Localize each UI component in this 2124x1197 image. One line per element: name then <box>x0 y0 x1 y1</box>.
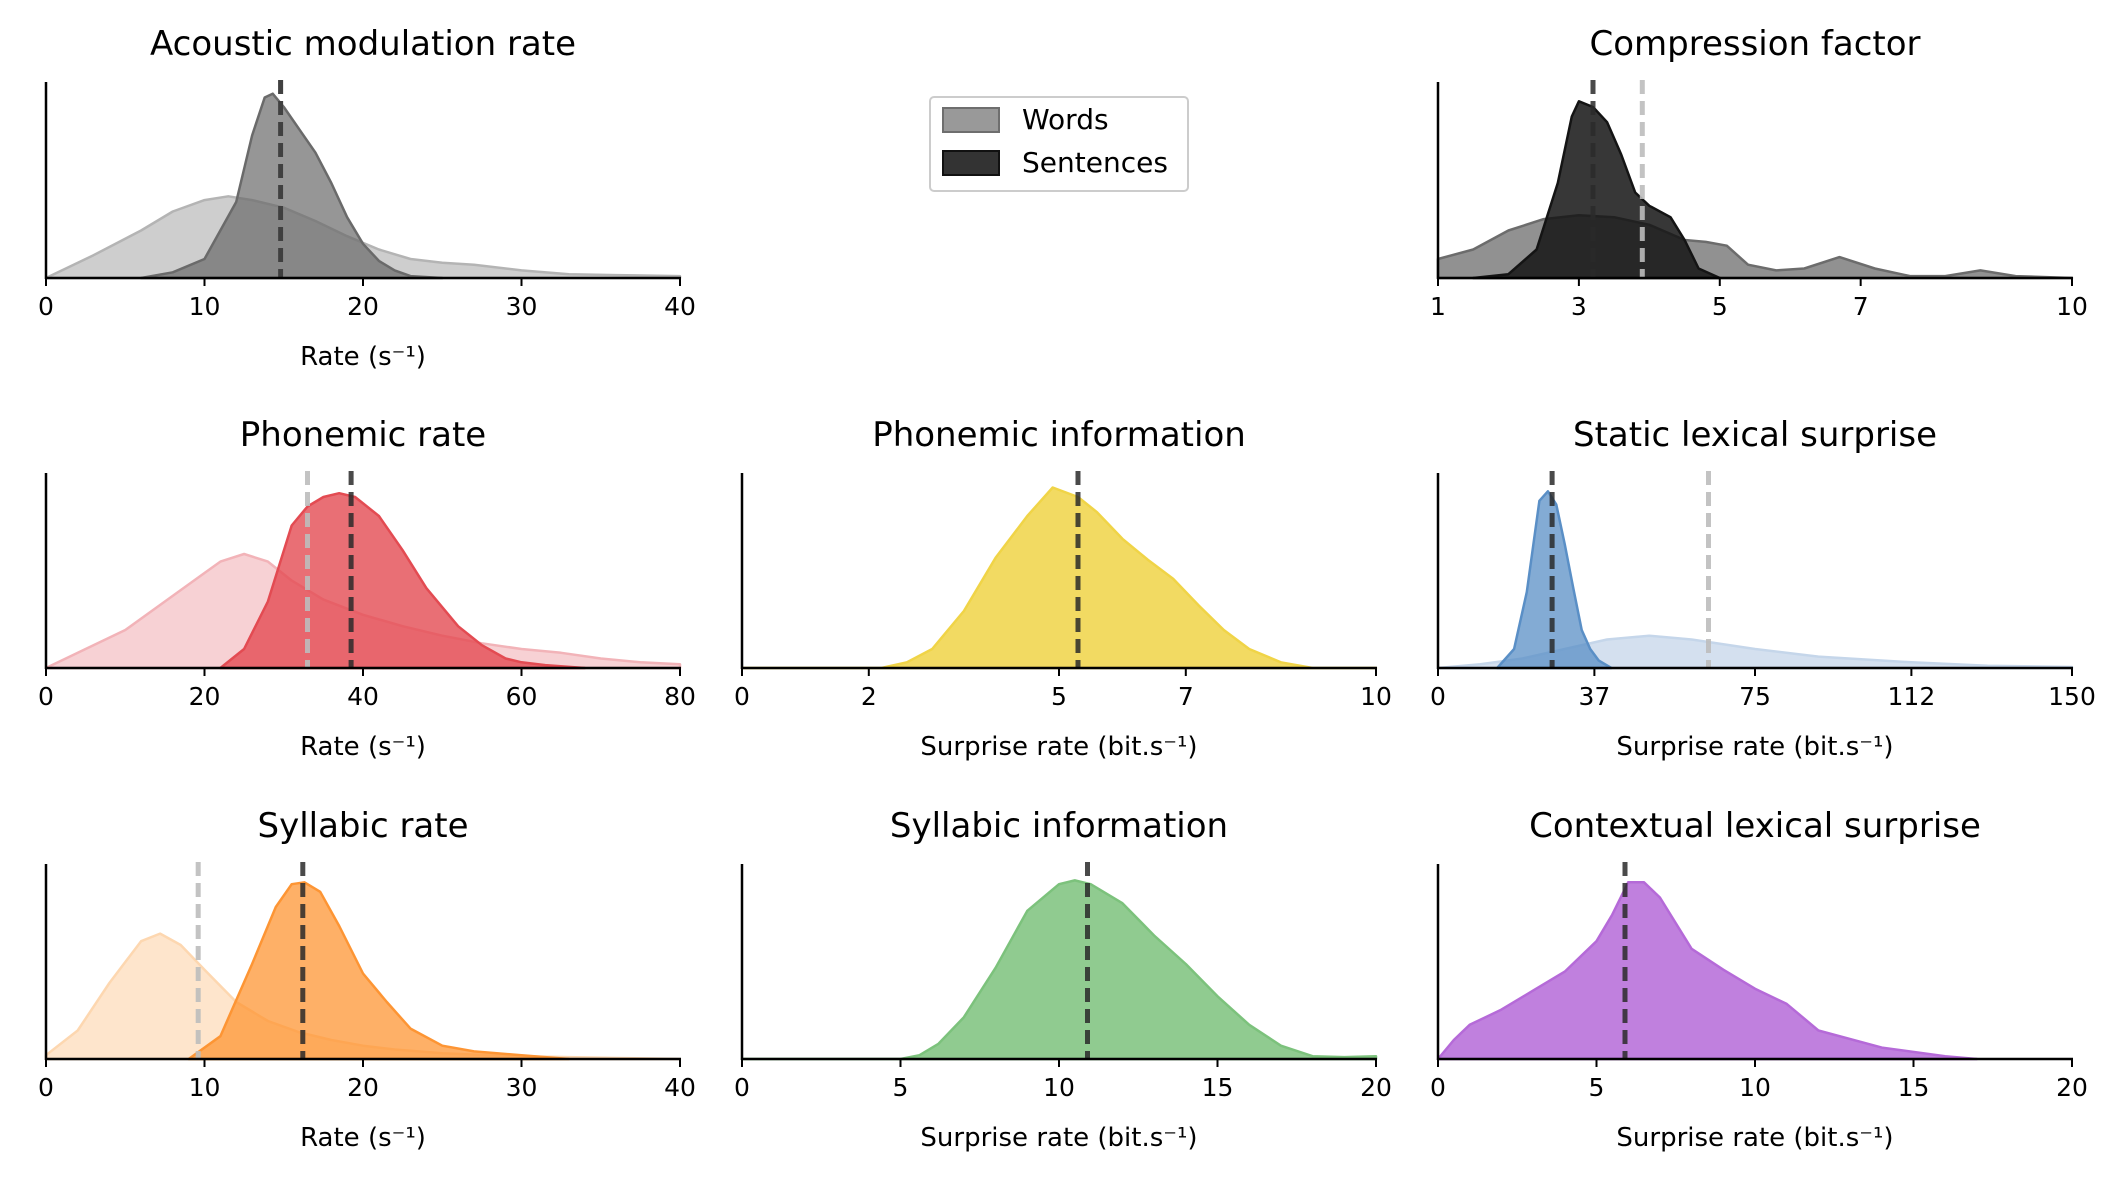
x-tick-label: 7 <box>1853 292 1869 321</box>
panel-syllabic-rate: Syllabic rate 0 10 20 30 40 Rate (s⁻¹) <box>38 806 696 1153</box>
density-sentences <box>139 92 444 280</box>
x-axis-label: Surprise rate (bit.s⁻¹) <box>1616 732 1893 762</box>
chart-title: Static lexical surprise <box>1573 415 1937 455</box>
x-tick-label: 10 <box>1360 682 1392 711</box>
x-tick-label: 112 <box>1888 682 1936 711</box>
density-sentences <box>740 486 1378 670</box>
legend-swatch-words <box>942 107 1000 133</box>
chart-title: Acoustic modulation rate <box>150 24 576 64</box>
x-tick-label: 10 <box>1739 1073 1771 1102</box>
x-tick-label: 40 <box>664 1073 696 1102</box>
x-tick-label: 1 <box>1430 292 1446 321</box>
chart-title: Phonemic information <box>872 415 1246 455</box>
x-tick-label: 15 <box>1202 1073 1234 1102</box>
x-tick-label: 10 <box>189 292 221 321</box>
panel-compression-factor: Compression factor 1 3 5 7 10 <box>1430 24 2088 321</box>
x-tick-label: 30 <box>506 1073 538 1102</box>
legend-label-words: Words <box>1022 103 1109 136</box>
x-tick-label: 20 <box>1360 1073 1392 1102</box>
x-tick-label: 5 <box>1051 682 1067 711</box>
x-tick-label: 0 <box>734 682 750 711</box>
x-tick-label: 0 <box>1430 1073 1446 1102</box>
panel-static-lexical-surprise: Static lexical surprise 0 37 75 112 150 Surpri… <box>1430 415 2096 762</box>
density-sentences <box>187 881 571 1061</box>
panel-phonemic-information: Phonemic information 0 2 5 7 10 Surprise rate … <box>734 415 1392 762</box>
panel-syllabic-information: Syllabic information 0 5 10 15 20 Surprise rat… <box>734 806 1392 1153</box>
x-tick-label: 3 <box>1571 292 1587 321</box>
x-tick-label: 20 <box>347 1073 379 1102</box>
x-tick-label: 15 <box>1898 1073 1930 1102</box>
x-tick-label: 80 <box>664 682 696 711</box>
x-tick-label: 20 <box>189 682 221 711</box>
x-axis-label: Rate (s⁻¹) <box>300 732 426 762</box>
density-sentences <box>740 879 1378 1061</box>
x-tick-label: 60 <box>506 682 538 711</box>
x-tick-label: 150 <box>2048 682 2096 711</box>
x-tick-label: 0 <box>38 682 54 711</box>
x-tick-label: 0 <box>734 1073 750 1102</box>
x-tick-label: 0 <box>38 292 54 321</box>
x-axis-label: Surprise rate (bit.s⁻¹) <box>1616 1123 1893 1153</box>
x-tick-label: 7 <box>1178 682 1194 711</box>
chart-title: Contextual lexical surprise <box>1529 806 1981 846</box>
x-axis-label: Surprise rate (bit.s⁻¹) <box>920 1123 1197 1153</box>
x-tick-label: 30 <box>506 292 538 321</box>
x-tick-label: 20 <box>2056 1073 2088 1102</box>
x-tick-label: 0 <box>38 1073 54 1102</box>
chart-title: Phonemic rate <box>240 415 486 455</box>
x-tick-label: 37 <box>1578 682 1610 711</box>
chart-title: Syllabic rate <box>257 806 468 846</box>
x-axis-label: Rate (s⁻¹) <box>300 1123 426 1153</box>
x-tick-label: 10 <box>2056 292 2088 321</box>
density-sentences <box>1471 100 1722 280</box>
x-tick-label: 2 <box>861 682 877 711</box>
x-tick-label: 10 <box>1043 1073 1075 1102</box>
legend-swatch-sentences <box>942 150 1000 176</box>
panel-contextual-lexical-surprise: Contextual lexical surprise 0 5 10 15 20 Surpr… <box>1430 806 2088 1153</box>
x-tick-label: 10 <box>189 1073 221 1102</box>
legend: Words Sentences <box>929 96 1189 192</box>
density-sentences <box>1436 881 1979 1061</box>
panel-acoustic-modulation-rate: Acoustic modulation rate 0 10 20 30 40 Rate (s… <box>38 24 696 372</box>
x-tick-label: 5 <box>1589 1073 1605 1102</box>
x-axis-label: Surprise rate (bit.s⁻¹) <box>920 732 1197 762</box>
chart-title: Compression factor <box>1589 24 1920 64</box>
x-tick-label: 5 <box>1712 292 1728 321</box>
chart-title: Syllabic information <box>890 806 1228 846</box>
x-tick-label: 0 <box>1430 682 1446 711</box>
x-tick-label: 5 <box>893 1073 909 1102</box>
x-tick-label: 20 <box>347 292 379 321</box>
x-tick-label: 40 <box>664 292 696 321</box>
legend-label-sentences: Sentences <box>1022 146 1168 179</box>
x-tick-label: 40 <box>347 682 379 711</box>
panel-phonemic-rate: Phonemic rate 0 20 40 60 80 Rate (s⁻¹) <box>38 415 696 762</box>
x-axis-label: Rate (s⁻¹) <box>300 342 426 372</box>
density-sentences <box>219 491 587 670</box>
x-tick-label: 75 <box>1739 682 1771 711</box>
